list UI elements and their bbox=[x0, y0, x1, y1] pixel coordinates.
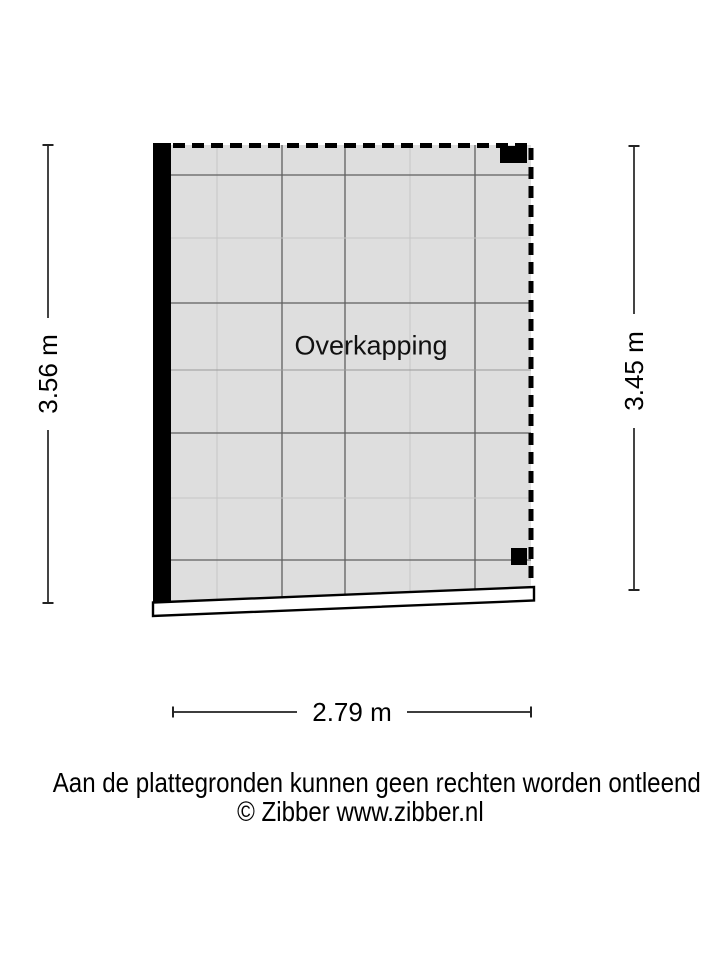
dimension-right: 3.45 m bbox=[619, 145, 649, 591]
dim-bottom-label: 2.79 m bbox=[312, 697, 392, 727]
post-top-right bbox=[500, 146, 527, 163]
gutter-strip bbox=[151, 585, 536, 618]
disclaimer-line: Aan de plattegronden kunnen geen rechten… bbox=[0, 767, 720, 798]
dimension-bottom: 2.79 m bbox=[172, 697, 532, 727]
dim-right-label: 3.45 m bbox=[619, 331, 649, 411]
disclaimer-text: Aan de plattegronden kunnen geen rechten… bbox=[52, 767, 701, 798]
footer: Aan de plattegronden kunnen geen rechten… bbox=[0, 767, 720, 827]
left-wall bbox=[153, 143, 171, 602]
dim-left-label: 3.56 m bbox=[33, 334, 63, 414]
room-label: Overkapping bbox=[294, 330, 447, 360]
credit-line: © Zibber www.zibber.nl bbox=[0, 795, 720, 827]
roof-grid bbox=[171, 145, 531, 602]
credit-text: © Zibber www.zibber.nl bbox=[236, 795, 484, 827]
floor-area bbox=[171, 145, 531, 602]
dimension-left: 3.56 m bbox=[33, 144, 63, 604]
post-bottom-right bbox=[511, 548, 527, 565]
